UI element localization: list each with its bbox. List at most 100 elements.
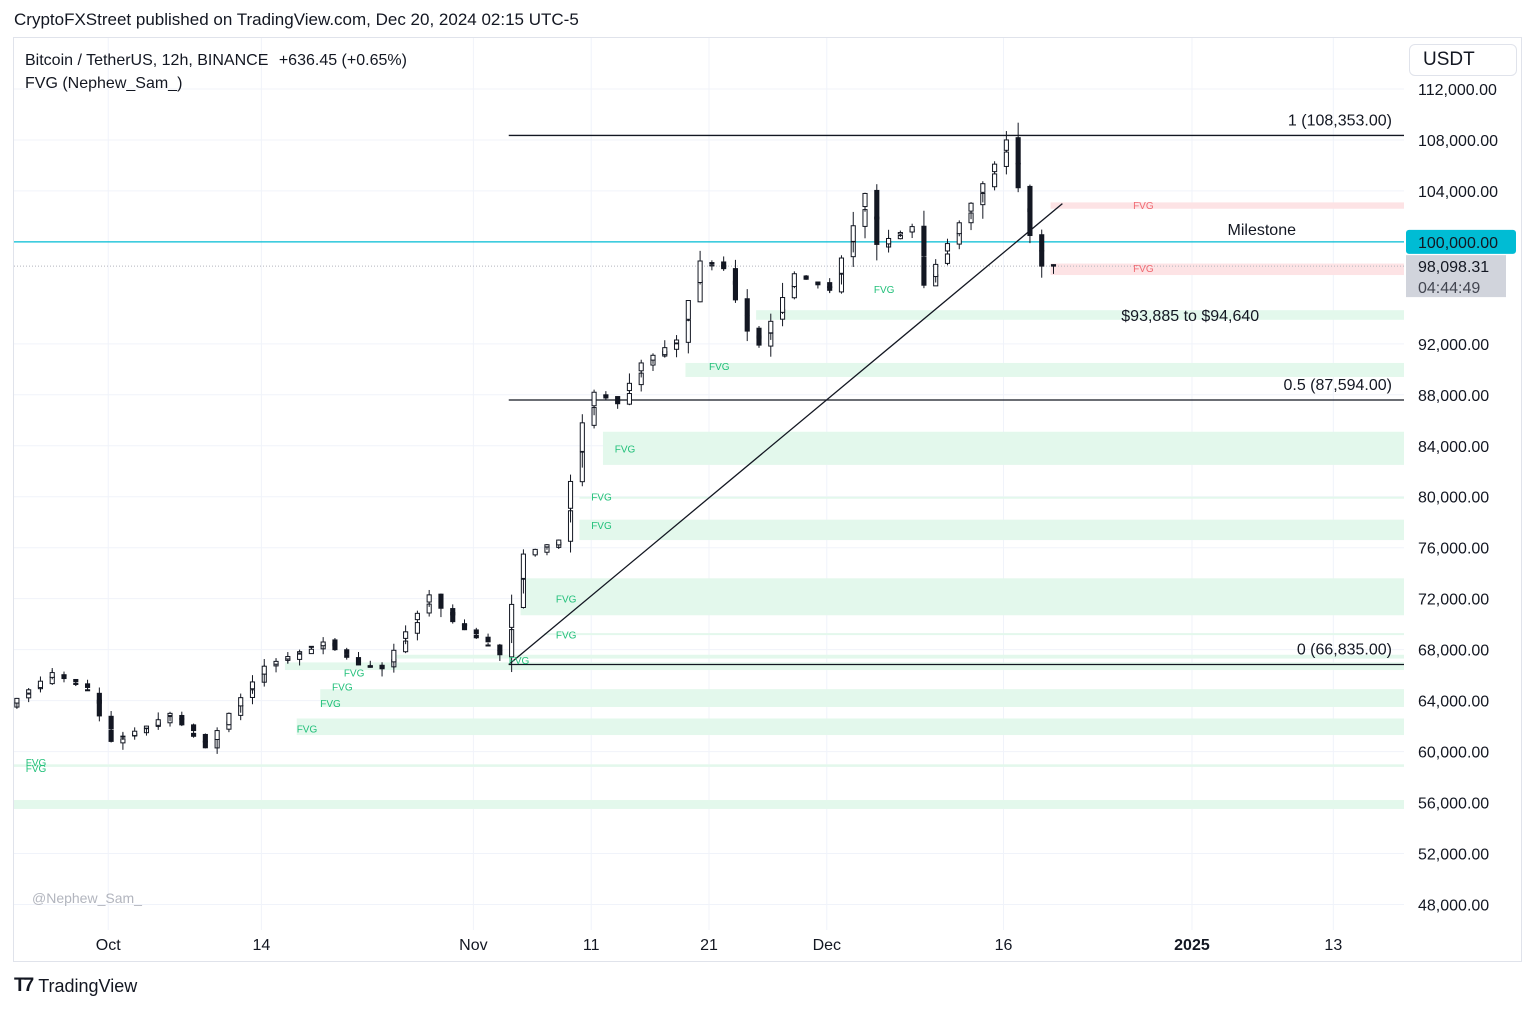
candle-body <box>391 649 397 663</box>
candle-body <box>626 382 632 392</box>
fvg-label: FVG <box>556 595 577 606</box>
candle-body <box>344 654 350 658</box>
candle-body <box>238 697 244 707</box>
candle-countdown: 04:44:49 <box>1418 280 1480 297</box>
fvg-zone <box>320 689 1404 707</box>
indicator-name[interactable]: FVG (Nephew_Sam_) <box>25 75 183 92</box>
candle-body <box>414 622 420 634</box>
candle-body <box>202 740 208 749</box>
x-axis-label: Oct <box>96 937 121 954</box>
y-axis-label: 68,000.00 <box>1418 643 1489 660</box>
fvg-zone <box>284 662 1405 671</box>
candle-body <box>61 674 67 680</box>
tradingview-logo[interactable]: T7 TradingView <box>14 975 137 997</box>
fvg-label: FVG <box>615 444 636 455</box>
candle-body <box>120 735 126 738</box>
y-axis-label: 60,000.00 <box>1418 745 1489 762</box>
candle-body <box>273 660 279 665</box>
candle-body <box>1050 264 1057 267</box>
candle-body <box>450 611 456 623</box>
chart-legend: Bitcoin / TetherUS, 12h, BINANCE +636.45… <box>25 49 407 95</box>
candle-body <box>167 712 173 717</box>
y-axis-label: 48,000.00 <box>1418 898 1489 915</box>
y-axis-label: 80,000.00 <box>1418 490 1489 507</box>
candle-body <box>26 693 32 699</box>
fvg-zone <box>685 362 1404 377</box>
y-axis-label: 88,000.00 <box>1418 388 1489 405</box>
candle-body <box>49 672 55 678</box>
candle-body <box>226 712 232 726</box>
candle-body <box>132 730 138 737</box>
candle-body <box>968 202 974 212</box>
publisher-line: CryptoFXStreet published on TradingView.… <box>14 10 579 29</box>
candle-body <box>485 636 491 643</box>
candle-body <box>732 280 739 301</box>
candle-body <box>297 651 303 654</box>
x-axis-label: 14 <box>252 937 270 954</box>
y-axis-label: 108,000.00 <box>1418 133 1498 150</box>
candle-body <box>874 216 880 245</box>
fvg-label: FVG <box>591 521 612 532</box>
y-axis-label: 56,000.00 <box>1418 796 1489 813</box>
candle-body <box>155 719 161 726</box>
candle-body <box>1015 162 1021 189</box>
candle-body <box>886 237 892 245</box>
candle-body <box>355 661 362 666</box>
brand-name: TradingView <box>38 975 138 996</box>
y-axis-label: 52,000.00 <box>1418 847 1489 864</box>
candle-body <box>108 729 114 742</box>
candle-body <box>191 732 197 737</box>
candle-body <box>921 225 927 257</box>
milestone-price-tag-label: 100,000.00 <box>1418 235 1498 252</box>
candle-body <box>320 641 326 647</box>
fvg-label: FVG <box>556 630 577 641</box>
candle-body <box>308 648 314 655</box>
fvg-label: FVG <box>320 699 341 710</box>
candle-body <box>579 422 585 452</box>
fib-label: 0 (66,835.00) <box>1297 642 1392 659</box>
candle-body <box>473 634 479 639</box>
tradingview-icon: T7 <box>14 975 34 996</box>
candle-body <box>956 222 962 235</box>
y-axis-label: 104,000.00 <box>1418 184 1498 201</box>
fvg-zone <box>1050 263 1404 276</box>
candle-body <box>685 319 691 343</box>
candle-body <box>909 226 915 233</box>
candle-body <box>379 664 385 670</box>
fvg-label: FVG <box>26 758 47 769</box>
current-price-value: 98,098.31 <box>1418 259 1489 276</box>
candle-body <box>673 339 680 344</box>
x-axis-label: 11 <box>583 937 600 954</box>
fvg-zone <box>579 519 1404 541</box>
fvg-label: FVG <box>1133 201 1154 212</box>
currency-selector[interactable]: USDT <box>1409 44 1517 76</box>
candle-body <box>179 718 185 726</box>
candle-body <box>603 395 609 399</box>
candle-body <box>780 297 786 313</box>
candle-body <box>591 391 597 407</box>
fvg-zone <box>1050 202 1404 209</box>
symbol-title[interactable]: Bitcoin / TetherUS, 12h, BINANCE <box>25 52 269 69</box>
candle-body <box>567 480 574 509</box>
candle-body <box>1003 151 1009 167</box>
fvg-label: FVG <box>591 493 612 504</box>
candle-body <box>791 273 797 288</box>
candle-body <box>461 623 468 631</box>
chart-frame[interactable] <box>13 37 1522 962</box>
candle-body <box>556 539 562 546</box>
fvg-zone <box>756 310 1404 320</box>
candle-body <box>992 173 998 188</box>
trendline <box>508 203 1063 666</box>
candle-body <box>838 257 845 274</box>
candle-body <box>14 697 20 704</box>
candle-body <box>897 232 903 235</box>
candle-body <box>485 644 491 647</box>
candle-body <box>85 689 91 692</box>
candle-body <box>744 315 750 332</box>
fvg-label: FVG <box>709 362 730 373</box>
fvg-zone <box>544 633 1404 636</box>
fvg-zone <box>296 718 1404 736</box>
x-axis-label: Nov <box>459 937 487 954</box>
current-price-tag <box>1406 255 1506 298</box>
